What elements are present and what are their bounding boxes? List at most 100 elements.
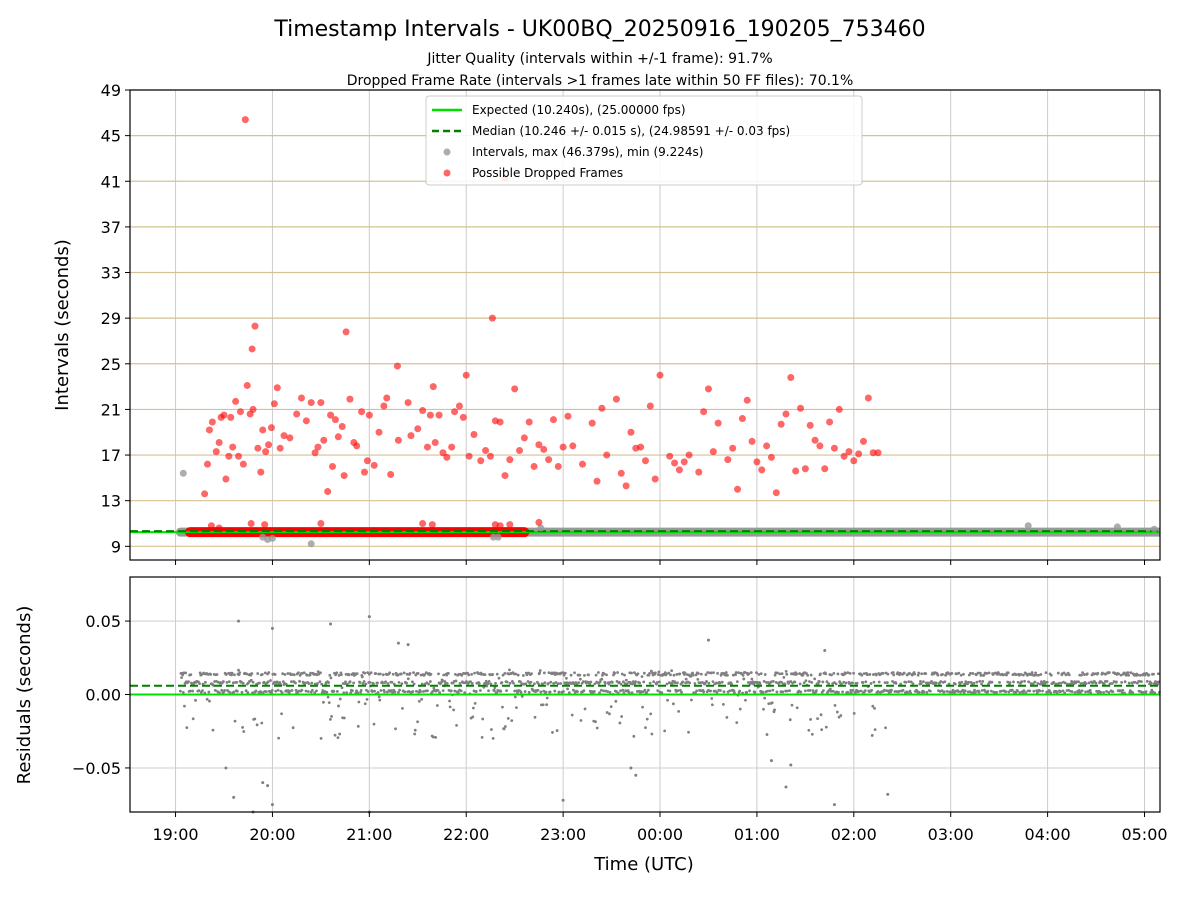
residual-point-1441 — [1016, 680, 1020, 684]
residual-point-1035 — [780, 672, 784, 676]
residual-point-619 — [538, 669, 542, 672]
residual-point-721 — [598, 691, 601, 695]
residual-point-107 — [241, 726, 244, 729]
residual-point-168 — [276, 688, 280, 692]
residual-point-739 — [608, 690, 612, 694]
legend-entry-1: Median (10.246 +/- 0.015 s), (24.98591 +… — [472, 124, 790, 138]
dropped-frame-point-136 — [763, 442, 771, 450]
dropped-frame-point-98 — [549, 416, 557, 424]
residual-point-374 — [396, 673, 400, 677]
residual-point-1586 — [1101, 671, 1104, 675]
residual-point-1099 — [817, 680, 821, 683]
residual-point-1145 — [844, 681, 848, 685]
residual-point-18 — [189, 673, 193, 677]
residual-point-330 — [370, 690, 374, 693]
residual-point-298 — [352, 681, 356, 685]
residual-point-749 — [614, 699, 618, 703]
residual-point-221 — [307, 682, 311, 686]
residual-point-983 — [750, 677, 754, 681]
residual-point-914 — [710, 697, 714, 700]
residual-point-1022 — [773, 708, 776, 712]
residual-point-1391 — [987, 671, 991, 675]
dropped-frame-point-105 — [593, 477, 601, 485]
residuals-panel: −0.05 0.00 0.05 19:00 20:00 21:00 22:00 23:00 00… — [72, 576, 1168, 844]
residual-outlier-9 — [232, 795, 236, 799]
residual-point-1083 — [808, 688, 812, 692]
residual-point-636 — [548, 690, 552, 694]
residual-point-689 — [579, 719, 583, 722]
residual-point-1472 — [1034, 673, 1038, 677]
residual-point-809 — [649, 712, 653, 716]
residual-point-439 — [434, 736, 438, 739]
dropped-frame-point-38 — [293, 410, 301, 418]
residual-point-84 — [227, 680, 231, 684]
dropped-frame-point-124 — [700, 408, 708, 416]
residual-point-669 — [567, 691, 571, 695]
dropped-frame-point-106 — [598, 404, 606, 412]
interval-point-7 — [537, 524, 545, 532]
dropped-frame-point-39 — [298, 394, 306, 402]
residual-point-1275 — [920, 672, 924, 676]
residual-point-1086 — [810, 680, 814, 684]
dropped-frame-point-22 — [236, 408, 244, 416]
dropped-frame-point-142 — [792, 467, 800, 475]
dropped-frame-point-121 — [680, 458, 688, 466]
residual-point-795 — [641, 705, 644, 709]
residual-outlier-22 — [266, 784, 270, 788]
x-tick-label-1: 20:00 — [249, 825, 295, 844]
residual-point-340 — [376, 691, 380, 694]
residual-point-240 — [318, 680, 322, 684]
residual-point-1227 — [892, 673, 896, 677]
residual-point-71 — [220, 688, 224, 692]
residual-point-1223 — [890, 688, 893, 692]
residual-point-246 — [322, 700, 325, 704]
residual-point-46 — [205, 697, 209, 701]
residual-point-442 — [435, 704, 439, 707]
intervals-y-tick-label-3: 21 — [101, 400, 121, 419]
residual-point-1257 — [909, 680, 913, 684]
residual-point-466 — [449, 689, 453, 693]
residual-point-1234 — [896, 671, 900, 675]
residual-point-1178 — [863, 689, 867, 692]
dropped-frame-point-131 — [738, 415, 746, 423]
residual-point-968 — [741, 673, 745, 677]
legend-box — [425, 95, 863, 186]
residual-point-630 — [545, 703, 549, 707]
residual-point-1670 — [1149, 681, 1153, 685]
residual-point-874 — [687, 730, 690, 734]
residual-point-116 — [246, 691, 250, 694]
residual-point-305 — [356, 691, 360, 695]
dropped-frame-point-108 — [612, 395, 620, 403]
residual-point-733 — [605, 673, 608, 677]
residual-point-972 — [744, 698, 747, 702]
dropped-frame-point-117 — [656, 371, 664, 379]
residual-point-14 — [187, 680, 190, 684]
residual-point-232 — [313, 682, 317, 686]
intervals-plot-frame — [129, 89, 1161, 561]
dropped-frame-point-120 — [675, 466, 683, 474]
legend: Expected (10.240s), (25.00000 fps) Median… — [425, 95, 863, 186]
residual-point-411 — [417, 699, 421, 703]
residual-point-1452 — [1023, 679, 1026, 683]
residual-point-1082 — [808, 680, 811, 683]
residual-point-1311 — [941, 673, 944, 676]
residual-point-389 — [405, 681, 408, 685]
dropped-frame-point-72 — [429, 383, 437, 391]
residual-point-1427 — [1008, 681, 1012, 684]
residual-point-761 — [621, 688, 625, 692]
residual-point-1115 — [827, 682, 831, 686]
residual-point-1522 — [1063, 681, 1067, 685]
residual-point-797 — [642, 680, 646, 684]
dropped-frame-point-17 — [225, 452, 233, 460]
residual-point-256 — [327, 701, 331, 704]
residual-point-741 — [609, 705, 613, 709]
residual-point-370 — [394, 727, 397, 731]
residual-point-660 — [562, 673, 566, 677]
residual-point-781 — [633, 671, 636, 675]
residual-point-484 — [460, 673, 464, 677]
residual-point-1303 — [936, 673, 940, 677]
residual-point-1193 — [872, 680, 876, 684]
residual-point-323 — [366, 690, 370, 694]
residual-point-152 — [267, 671, 271, 674]
dropped-frame-point-146 — [811, 436, 819, 444]
